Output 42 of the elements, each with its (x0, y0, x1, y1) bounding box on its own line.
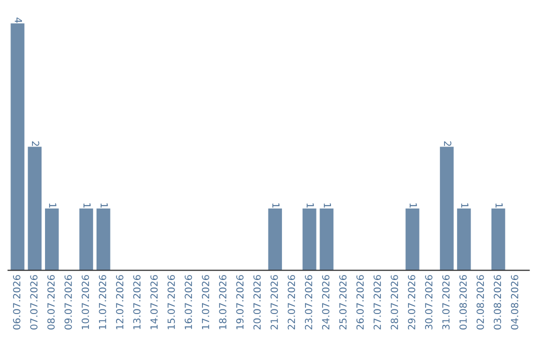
data-label: 1 (100, 203, 108, 208)
x-tick-label: 04.08.2026 (510, 275, 518, 330)
x-tick-label: 19.07.2026 (236, 275, 244, 330)
data-label: 1 (49, 203, 56, 208)
x-tick-label: 25.07.2026 (339, 275, 347, 330)
x-tick-label: 22.07.2026 (288, 275, 296, 330)
x-tick-label: 10.07.2026 (82, 275, 90, 330)
x-tick-label: 20.07.2026 (253, 275, 261, 330)
x-tick-label: 02.08.2026 (476, 275, 484, 330)
data-label: 1 (272, 203, 280, 208)
x-tick-label: 06.07.2026 (13, 275, 20, 330)
data-label: 4 (14, 18, 22, 23)
x-tick-label: 14.07.2026 (150, 275, 158, 330)
x-tick-label: 13.07.2026 (133, 275, 141, 330)
x-tick-label: 17.07.2026 (202, 275, 210, 330)
x-tick-label: 24.07.2026 (322, 275, 330, 330)
x-tick-label: 01.08.2026 (459, 275, 467, 330)
data-label: 1 (410, 203, 417, 208)
data-label: 2 (32, 141, 40, 146)
x-tick-label: 29.07.2026 (408, 275, 416, 330)
x-tick-label: 15.07.2026 (168, 275, 175, 330)
data-label: 2 (444, 141, 452, 146)
x-tick-label: 23.07.2026 (304, 275, 312, 330)
x-tick-label: 07.07.2026 (30, 275, 38, 330)
data-label: 1 (461, 203, 468, 208)
x-tick-label: 18.07.2026 (219, 275, 226, 330)
data-label: 1 (306, 203, 314, 208)
x-tick-label: 27.07.2026 (374, 275, 381, 330)
x-tick-label: 30.07.2026 (425, 275, 432, 330)
x-tick-label: 21.07.2026 (270, 275, 278, 330)
x-tick-label: 03.08.2026 (494, 275, 502, 330)
x-tick-label: 12.07.2026 (116, 275, 124, 330)
x-tick-label: 09.07.2026 (64, 275, 72, 330)
data-label: 1 (496, 203, 503, 208)
x-tick-label: 11.07.2026 (98, 275, 106, 330)
data-label: 1 (324, 203, 332, 208)
x-tick-label: 16.07.2026 (184, 275, 192, 330)
data-label: 1 (84, 203, 91, 208)
x-tick-label: 26.07.2026 (356, 275, 364, 330)
x-tick-label: 31.07.2026 (442, 275, 450, 330)
x-tick-label: 28.07.2026 (390, 275, 398, 330)
x-tick-label: 08.07.2026 (47, 275, 55, 330)
